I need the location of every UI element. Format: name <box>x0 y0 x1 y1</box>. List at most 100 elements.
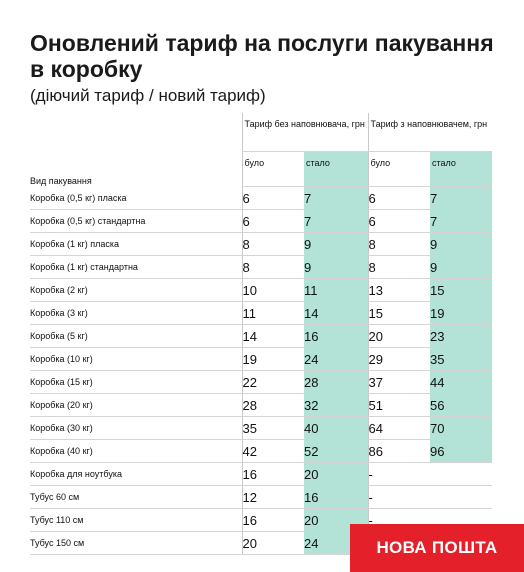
cell-was-with: - <box>367 462 430 486</box>
row-name: Коробка (3 кг) <box>30 301 242 325</box>
cell-was-without: 8 <box>241 232 304 256</box>
row-name: Коробка (30 кг) <box>30 416 242 440</box>
cell-was-without: 16 <box>241 462 304 486</box>
cell-was-without: 28 <box>241 393 304 417</box>
table-header-columns: було стало було стало <box>30 151 492 187</box>
cell-was-without: 22 <box>241 370 304 394</box>
cell-new-without: 24 <box>304 347 368 371</box>
cell-was-with: 8 <box>367 255 430 279</box>
cell-was-with: 29 <box>367 347 430 371</box>
cell-was-without: 42 <box>241 439 304 463</box>
row-name: Коробка (2 кг) <box>30 278 242 302</box>
row-name: Коробка (40 кг) <box>30 439 242 463</box>
cell-was-without: 14 <box>241 324 304 348</box>
cell-new-with <box>430 485 492 509</box>
table-row: Коробка (1 кг) стандартна 8 9 8 9 <box>30 255 492 279</box>
cell-was-without: 11 <box>241 301 304 325</box>
cell-was-with: 51 <box>367 393 430 417</box>
page-title: Оновлений тариф на послуги пакування в к… <box>30 30 494 82</box>
table-row: Коробка (40 кг) 42 52 86 96 <box>30 439 492 463</box>
cell-new-without: 7 <box>304 186 368 210</box>
cell-was-without: 8 <box>241 255 304 279</box>
col-new-with: стало <box>430 151 492 187</box>
cell-was-without: 10 <box>241 278 304 302</box>
cell-was-without: 20 <box>241 531 304 555</box>
table-row: Коробка (0,5 кг) пласка 6 7 6 7 <box>30 186 492 210</box>
cell-new-without: 14 <box>304 301 368 325</box>
cell-new-without: 16 <box>304 324 368 348</box>
cell-new-with: 56 <box>430 393 492 417</box>
col-new-without: стало <box>304 151 368 187</box>
cell-was-with: 37 <box>367 370 430 394</box>
table-body: Коробка (0,5 кг) пласка 6 7 6 7 Коробка (0,5 … <box>30 186 492 555</box>
cell-was-with: 64 <box>367 416 430 440</box>
cell-new-without: 52 <box>304 439 368 463</box>
cell-was-with: 13 <box>367 278 430 302</box>
cell-new-without: 7 <box>304 209 368 233</box>
row-name: Тубус 60 см <box>30 485 242 509</box>
cell-new-without: 16 <box>304 485 368 509</box>
table-row: Коробка (10 кг) 19 24 29 35 <box>30 347 492 371</box>
table-row: Коробка (1 кг) пласка 8 9 8 9 <box>30 232 492 256</box>
row-name: Коробка для ноутбука <box>30 462 242 486</box>
table-row: Коробка (20 кг) 28 32 51 56 <box>30 393 492 417</box>
cell-new-with: 35 <box>430 347 492 371</box>
row-name: Тубус 110 см <box>30 508 242 532</box>
cell-new-with <box>430 462 492 486</box>
cell-new-without: 9 <box>304 232 368 256</box>
row-name: Коробка (5 кг) <box>30 324 242 348</box>
table-row: Коробка для ноутбука 16 20- <box>30 462 492 486</box>
row-name: Коробка (0,5 кг) стандартна <box>30 209 242 233</box>
row-name: Коробка (20 кг) <box>30 393 242 417</box>
cell-new-without: 11 <box>304 278 368 302</box>
cell-new-with: 7 <box>430 209 492 233</box>
table-row: Коробка (5 кг) 14 16 20 23 <box>30 324 492 348</box>
table-row: Коробка (2 кг) 10 11 13 15 <box>30 278 492 302</box>
cell-was-with: 86 <box>367 439 430 463</box>
cell-new-without: 9 <box>304 255 368 279</box>
table-header-groups: Вид пакування Тариф без наповнювача, грн… <box>30 113 492 186</box>
table-row: Коробка (3 кг) 11 14 15 19 <box>30 301 492 325</box>
cell-was-with: 6 <box>367 186 430 210</box>
cell-new-with: 23 <box>430 324 492 348</box>
row-name: Коробка (0,5 кг) пласка <box>30 186 242 210</box>
row-name: Коробка (10 кг) <box>30 347 242 371</box>
cell-was-without: 6 <box>241 209 304 233</box>
cell-new-with: 9 <box>430 232 492 256</box>
kind-column-header: Вид пакування <box>30 175 92 186</box>
row-name: Коробка (1 кг) пласка <box>30 232 242 256</box>
table-row: Тубус 60 см 12 16- <box>30 485 492 509</box>
cell-was-without: 19 <box>241 347 304 371</box>
cell-new-with: 19 <box>430 301 492 325</box>
table-row: Тубус 110 см 16 20- <box>30 508 492 532</box>
cell-new-with: 9 <box>430 255 492 279</box>
cell-was-without: 35 <box>241 416 304 440</box>
cell-new-without: 40 <box>304 416 368 440</box>
col-was-without: було <box>241 151 304 187</box>
cell-was-with: - <box>367 485 430 509</box>
nova-poshta-logo: НОВА ПОШТА <box>350 524 524 572</box>
cell-was-with: 20 <box>367 324 430 348</box>
cell-new-with: 96 <box>430 439 492 463</box>
cell-was-with: 6 <box>367 209 430 233</box>
cell-was-without: 12 <box>241 485 304 509</box>
cell-new-with: 7 <box>430 186 492 210</box>
page-subtitle: (діючий тариф / новий тариф) <box>30 86 266 105</box>
cell-was-with: 8 <box>367 232 430 256</box>
row-name: Коробка (15 кг) <box>30 370 242 394</box>
cell-new-with: 44 <box>430 370 492 394</box>
group-header-with-filler: Тариф з наповнювачем, грн <box>367 113 492 152</box>
row-name: Коробка (1 кг) стандартна <box>30 255 242 279</box>
group-header-without-filler: Тариф без наповнювача, грн <box>241 113 368 152</box>
table-row: Коробка (15 кг) 22 28 37 44 <box>30 370 492 394</box>
tariff-table: Вид пакування Тариф без наповнювача, грн… <box>30 113 492 555</box>
cell-was-without: 6 <box>241 186 304 210</box>
table-row: Коробка (0,5 кг) стандартна 6 7 6 7 <box>30 209 492 233</box>
row-name: Тубус 150 см <box>30 531 242 555</box>
col-was-with: було <box>367 151 430 187</box>
cell-was-with: 15 <box>367 301 430 325</box>
cell-new-without: 28 <box>304 370 368 394</box>
cell-new-without: 20 <box>304 462 368 486</box>
cell-new-without: 32 <box>304 393 368 417</box>
cell-was-without: 16 <box>241 508 304 532</box>
